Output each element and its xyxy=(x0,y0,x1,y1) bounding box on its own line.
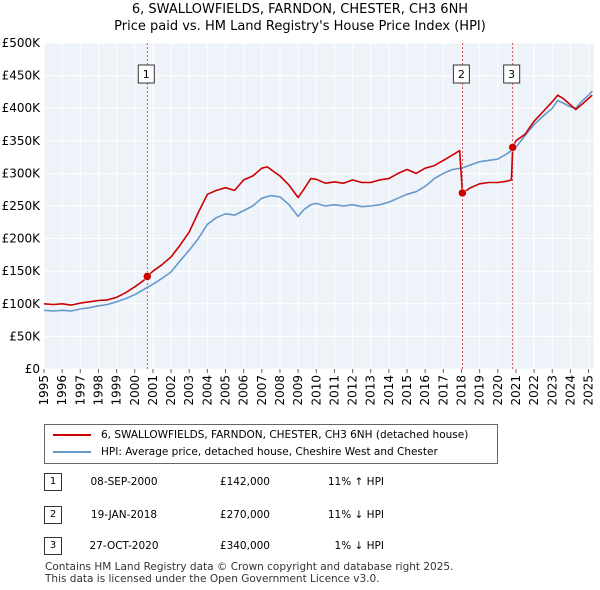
x-tick-label: 2011 xyxy=(327,375,341,406)
sale-label-box xyxy=(452,64,470,84)
x-tick-label: 2010 xyxy=(309,375,323,406)
x-tick-label: 2019 xyxy=(473,375,487,406)
sale-label-box xyxy=(137,64,155,84)
legend-swatch-property xyxy=(53,434,91,436)
x-tick-label: 2012 xyxy=(346,375,360,406)
x-tick-label: 2023 xyxy=(545,375,559,406)
transaction-number: 3 xyxy=(44,537,62,555)
x-tick-label: 2022 xyxy=(527,375,541,406)
y-tick-label: £150K xyxy=(2,264,42,278)
x-tick-label: 1995 xyxy=(37,375,51,406)
x-tick-label: 2021 xyxy=(509,375,523,406)
sale-label: 1 xyxy=(143,68,150,81)
legend-label-property: 6, SWALLOWFIELDS, FARNDON, CHESTER, CH3 … xyxy=(101,429,469,441)
transaction-date: 27-OCT-2020 xyxy=(89,540,159,552)
x-tick-label: 2000 xyxy=(128,375,142,406)
transaction-price: £142,000 xyxy=(219,476,270,488)
x-tick-label: 2018 xyxy=(454,375,468,406)
y-tick-label: £500K xyxy=(2,36,42,50)
x-tick-label: 2008 xyxy=(273,375,287,406)
transaction-price: £270,000 xyxy=(219,509,270,521)
x-tick-label: 2024 xyxy=(563,375,577,406)
y-tick-label: £450K xyxy=(2,69,42,83)
transaction-number: 1 xyxy=(44,473,62,491)
sale-label-box xyxy=(503,64,521,84)
footer-copyright: Contains HM Land Registry data © Crown c… xyxy=(45,561,454,573)
y-tick-label: £200K xyxy=(2,232,42,246)
transaction-date: 19-JAN-2018 xyxy=(90,509,158,521)
y-tick-label: £0 xyxy=(25,362,40,376)
transaction-hpi: 11% ↓ HPI xyxy=(327,509,384,521)
chart-title: 6, SWALLOWFIELDS, FARNDON, CHESTER, CH3 … xyxy=(131,2,469,17)
price-chart: £0 £50K £100K £150K £200K £250K £300K £350K £400… xyxy=(2,36,596,406)
y-tick-label: £250K xyxy=(2,199,42,213)
x-tick-label: 2016 xyxy=(418,375,432,406)
x-tick-label: 2005 xyxy=(219,375,233,406)
x-tick-label: 1998 xyxy=(91,375,105,406)
hpi-line xyxy=(43,90,593,312)
sale-point xyxy=(508,143,517,152)
y-tick-label: £400K xyxy=(2,101,42,115)
x-tick-label: 2013 xyxy=(364,375,378,406)
sale-point xyxy=(143,272,152,281)
transaction-hpi: 11% ↑ HPI xyxy=(327,476,384,488)
transaction-price: £340,000 xyxy=(219,540,270,552)
y-tick-label: £50K xyxy=(9,329,41,343)
x-tick-label: 2014 xyxy=(382,375,396,406)
transaction-date: 08-SEP-2000 xyxy=(90,476,158,488)
x-tick-label: 2002 xyxy=(164,375,178,406)
x-tick-label: 2007 xyxy=(255,375,269,406)
sale-label: 2 xyxy=(458,68,465,81)
x-tick-label: 2004 xyxy=(200,375,214,406)
legend-label-hpi: HPI: Average price, detached house, Ches… xyxy=(101,446,438,458)
x-tick-label: 2017 xyxy=(436,375,450,406)
x-tick-label: 2006 xyxy=(237,375,251,406)
y-tick-label: £350K xyxy=(2,134,42,148)
legend-swatch-hpi xyxy=(53,451,91,453)
x-tick-label: 2015 xyxy=(400,375,414,406)
y-tick-label: £100K xyxy=(2,297,42,311)
chart-subtitle: Price paid vs. HM Land Registry's House … xyxy=(114,19,486,34)
x-tick-label: 1999 xyxy=(110,375,124,406)
x-tick-label: 1997 xyxy=(73,375,87,406)
transaction-hpi: 1% ↓ HPI xyxy=(334,540,384,552)
sale-label: 3 xyxy=(508,68,515,81)
x-tick-label: 2020 xyxy=(491,375,505,406)
footer-licence: This data is licensed under the Open Gov… xyxy=(45,573,380,585)
y-tick-label: £300K xyxy=(2,166,42,180)
transaction-number: 2 xyxy=(44,506,62,524)
x-tick-label: 2025 xyxy=(582,375,596,406)
sale-point xyxy=(458,188,467,198)
x-tick-label: 2001 xyxy=(146,375,160,406)
legend: 6, SWALLOWFIELDS, FARNDON, CHESTER, CH3 … xyxy=(44,424,498,464)
x-tick-label: 2003 xyxy=(182,375,196,406)
x-tick-label: 1996 xyxy=(55,375,69,406)
x-tick-label: 2009 xyxy=(291,375,305,406)
